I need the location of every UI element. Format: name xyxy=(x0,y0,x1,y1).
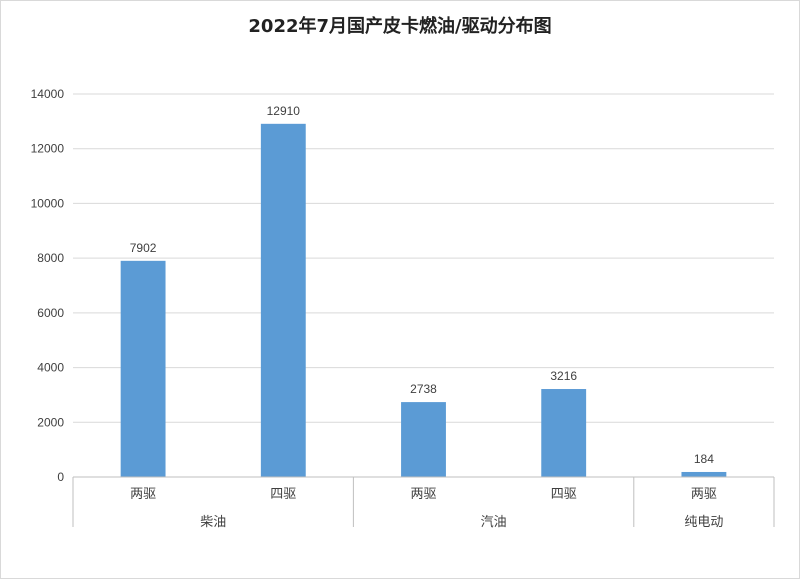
data-label: 7902 xyxy=(130,241,157,255)
data-label: 184 xyxy=(694,452,714,466)
y-axis: 0 2000 4000 6000 8000 10000 12000 14000 xyxy=(31,87,65,484)
data-label: 12910 xyxy=(267,104,301,118)
y-tick-label: 0 xyxy=(57,470,64,484)
bar xyxy=(541,389,587,477)
x-category-label: 四驱 xyxy=(270,487,296,502)
x-category-label: 两驱 xyxy=(691,487,717,502)
y-tick-label: 14000 xyxy=(31,87,65,101)
y-tick-label: 8000 xyxy=(37,251,64,265)
x-category-label: 两驱 xyxy=(410,487,436,502)
bar xyxy=(260,123,306,478)
y-tick-label: 10000 xyxy=(31,196,65,210)
y-tick-label: 2000 xyxy=(37,415,64,429)
y-tick-label: 12000 xyxy=(31,142,65,156)
x-group-label: 纯电动 xyxy=(684,515,723,530)
data-label: 3216 xyxy=(550,369,577,383)
chart-title: 2022年7月国产皮卡燃油/驱动分布图 xyxy=(248,15,551,37)
data-label: 2738 xyxy=(410,382,437,396)
bar xyxy=(120,260,166,477)
x-group-label: 汽油 xyxy=(481,515,507,530)
bar xyxy=(681,471,727,477)
bar xyxy=(401,402,446,477)
x-category-label: 两驱 xyxy=(130,487,156,502)
bars: 7902 12910 2738 3216 184 xyxy=(120,104,727,478)
x-group-label: 柴油 xyxy=(200,515,226,530)
x-category-label: 四驱 xyxy=(551,487,577,502)
y-tick-label: 6000 xyxy=(37,306,64,320)
y-tick-label: 4000 xyxy=(37,361,64,375)
